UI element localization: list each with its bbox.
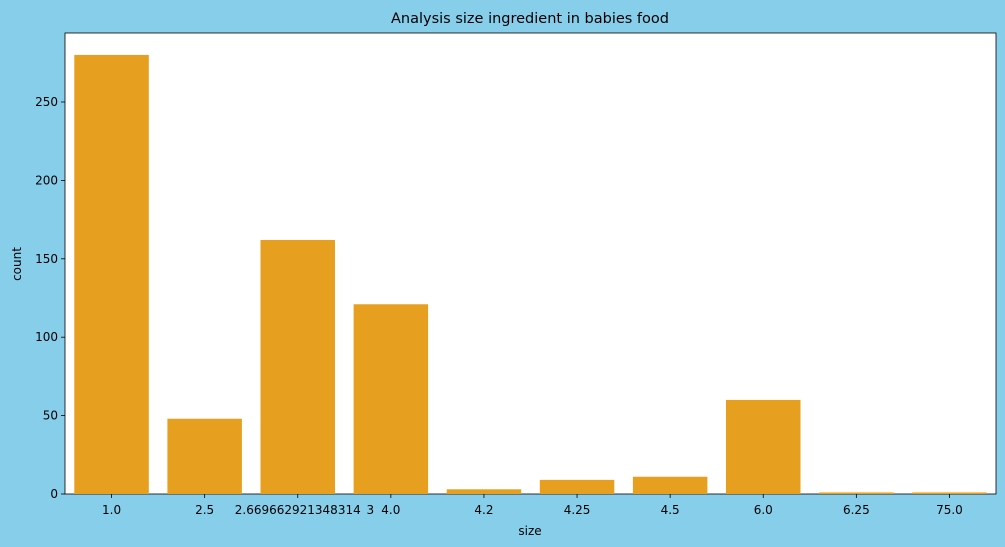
x-tick-label: 1.0 bbox=[102, 503, 121, 517]
y-axis-label: count bbox=[10, 247, 24, 281]
bars-group bbox=[74, 54, 987, 494]
x-tick-label: 75.0 bbox=[936, 503, 963, 517]
x-tick-label: 3 bbox=[366, 503, 374, 517]
x-tick-label: 2.669662921348314 bbox=[235, 503, 361, 517]
bar-6.0 bbox=[726, 399, 801, 494]
bar-6.25 bbox=[819, 492, 894, 494]
bar-4.25 bbox=[539, 479, 615, 494]
bar-2.5 bbox=[167, 418, 242, 494]
x-tick-label: 6.0 bbox=[754, 503, 773, 517]
bar-75.0 bbox=[912, 492, 987, 494]
y-tick-label: 0 bbox=[50, 487, 58, 501]
bar-4.2 bbox=[446, 489, 522, 494]
x-tick-label: 6.25 bbox=[843, 503, 870, 517]
bar-4.5 bbox=[632, 476, 708, 494]
y-tick-label: 200 bbox=[35, 173, 58, 187]
x-tick-label: 4.5 bbox=[661, 503, 680, 517]
y-tick-label: 250 bbox=[35, 95, 58, 109]
y-tick-label: 100 bbox=[35, 330, 58, 344]
plot-area bbox=[64, 32, 997, 495]
x-tick-label: 4.0 bbox=[381, 503, 400, 517]
y-tick-label: 50 bbox=[43, 409, 58, 423]
y-tick-label: 150 bbox=[35, 252, 58, 266]
chart-title: Analysis size ingredient in babies food bbox=[391, 11, 669, 27]
x-tick-label: 2.5 bbox=[195, 503, 214, 517]
x-tick-label: 4.25 bbox=[564, 503, 591, 517]
bar-4.0 bbox=[353, 304, 429, 494]
y-axis: 0 50 100 150 200 250 bbox=[35, 95, 65, 501]
x-tick-label: 4.2 bbox=[474, 503, 493, 517]
x-axis: 1.0 2.5 2.669662921348314 3 4.0 4.2 4.25 4.5 6.0… bbox=[102, 494, 963, 517]
bar-2.669662921348314 bbox=[260, 239, 335, 494]
x-axis-label: size bbox=[518, 524, 541, 538]
bar-1.0 bbox=[74, 54, 149, 494]
